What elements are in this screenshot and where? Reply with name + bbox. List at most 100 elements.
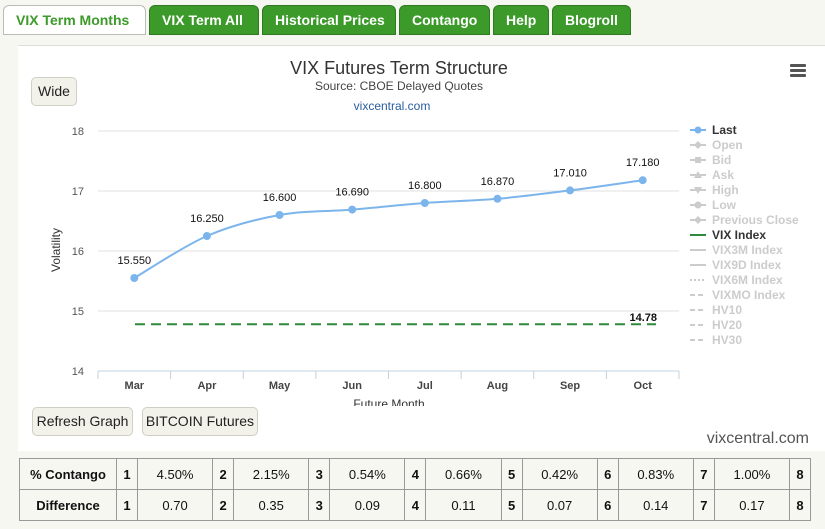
month-index-cell: 1 [116, 458, 138, 490]
tab-vix-term-months[interactable]: VIX Term Months [3, 5, 146, 35]
last-data-label: 16.690 [335, 187, 369, 199]
legend-item[interactable]: Previous Close [690, 213, 799, 227]
term-structure-chart: VIX Futures Term Structure Source: CBOE … [49, 58, 799, 406]
tab-help[interactable]: Help [493, 5, 549, 35]
month-index-cell: 1 [116, 489, 138, 521]
legend-item[interactable]: VIX3M Index [690, 243, 783, 257]
legend-label: Previous Close [712, 213, 799, 227]
value-cell: 0.17 [713, 489, 791, 521]
tab-contango[interactable]: Contango [399, 5, 490, 35]
month-index-cell: 6 [596, 489, 619, 521]
value-cell: 0.07 [521, 489, 598, 521]
legend-label: Open [712, 138, 743, 152]
chart-credit[interactable]: vixcentral.com [354, 99, 431, 113]
legend-label: HV20 [712, 318, 742, 332]
footer-brand[interactable]: vixcentral.com [706, 430, 809, 447]
series-group: 14.78 15.550 16.250 16.600 16.690 16.800 16.87… [117, 157, 660, 326]
legend-label: VIX6M Index [712, 273, 783, 287]
last-data-label: 17.010 [553, 167, 587, 179]
legend-item[interactable]: Low [690, 198, 737, 212]
month-index-cell: 6 [596, 458, 619, 490]
tab-historical-prices[interactable]: Historical Prices [262, 5, 396, 35]
x-tick-label: Oct [634, 380, 653, 392]
value-cell: 1.00% [713, 458, 791, 490]
legend-label: VIX3M Index [712, 243, 783, 257]
legend-item[interactable]: Open [690, 138, 743, 152]
legend-label: Bid [712, 153, 731, 167]
legend-label: VIXMO Index [712, 288, 786, 302]
month-index-cell: 5 [500, 489, 523, 521]
legend-item[interactable]: VIX6M Index [690, 273, 783, 287]
legend-item[interactable]: VIX9D Index [690, 258, 782, 272]
x-tick-label: Apr [197, 380, 217, 392]
value-cell: 0.70 [136, 489, 214, 521]
legend-label: Low [712, 198, 737, 212]
legend-item[interactable]: HV30 [690, 333, 742, 347]
bitcoin-futures-button[interactable]: BITCOIN Futures [142, 407, 258, 436]
hamburger-menu-icon[interactable] [790, 64, 806, 78]
legend-marker [694, 201, 702, 209]
legend-item[interactable]: HV20 [690, 318, 742, 332]
y-tick-label: 18 [72, 126, 84, 138]
legend-item[interactable]: VIXMO Index [690, 288, 786, 302]
legend-label: VIX Index [712, 228, 766, 242]
legend-label: HV30 [712, 333, 742, 347]
month-index-cell: 5 [500, 458, 523, 490]
row-label: % Contango [19, 458, 117, 490]
x-tick-label: Sep [560, 380, 580, 392]
last-data-point [275, 211, 284, 219]
month-index-cell: 8 [789, 458, 811, 490]
chart-panel: Wide VIX Futures Term Structure Source: … [18, 45, 825, 451]
value-cell: 0.66% [425, 458, 502, 490]
tab-blogroll[interactable]: Blogroll [552, 5, 631, 35]
x-axis-title: Future Month [353, 397, 424, 406]
last-data-point [202, 232, 211, 240]
tab-vix-term-all[interactable]: VIX Term All [149, 5, 259, 35]
last-data-label: 17.180 [626, 157, 660, 169]
value-cell: 2.15% [233, 458, 310, 490]
legend-item[interactable]: Ask [690, 168, 734, 182]
last-data-label: 16.800 [408, 180, 442, 192]
last-data-label: 16.250 [190, 213, 224, 225]
legend-label: VIX9D Index [712, 258, 782, 272]
value-cell: 0.35 [233, 489, 310, 521]
last-data-point [348, 205, 357, 214]
last-series-line [133, 179, 643, 279]
value-cell: 0.14 [617, 489, 694, 521]
legend-item[interactable]: Last [690, 123, 737, 137]
wide-button[interactable]: Wide [31, 77, 77, 106]
x-tick-label: Jun [342, 380, 362, 392]
last-data-label: 16.600 [263, 192, 297, 204]
legend-marker [694, 126, 702, 134]
x-tick-label: Mar [125, 380, 145, 392]
legend-label: Ask [712, 168, 734, 182]
month-index-cell: 7 [692, 489, 715, 521]
chart-title: VIX Futures Term Structure [290, 58, 508, 78]
vix-index-label: 14.78 [629, 312, 657, 324]
legend-label: HV10 [712, 303, 742, 317]
last-data-label: 15.550 [117, 255, 151, 267]
month-index-cell: 2 [212, 458, 235, 490]
refresh-graph-button[interactable]: Refresh Graph [32, 407, 133, 436]
x-tick-label: May [269, 380, 291, 392]
legend-item[interactable]: Bid [690, 153, 731, 167]
contango-table: % Contango 1 4.50% 2 2.15% 3 0.54% 4 0.66% 5 0.42%… [19, 458, 811, 521]
tab-bar: VIX Term Months VIX Term All Historical … [0, 0, 825, 40]
month-index-cell: 4 [404, 489, 427, 521]
y-tick-label: 15 [72, 306, 84, 318]
gridlines [98, 130, 679, 372]
legend-item[interactable]: VIX Index [690, 228, 766, 242]
legend-marker [694, 171, 702, 178]
x-tick-label: Jul [417, 380, 433, 392]
month-index-cell: 7 [692, 458, 715, 490]
legend-item[interactable]: High [690, 183, 739, 197]
chart-subtitle: Source: CBOE Delayed Quotes [315, 79, 483, 93]
legend-marker [694, 216, 702, 224]
legend-item[interactable]: HV10 [690, 303, 742, 317]
value-cell: 0.54% [329, 458, 406, 490]
table-row: % Contango 1 4.50% 2 2.15% 3 0.54% 4 0.66% 5 0.42%… [19, 458, 811, 490]
y-tick-label: 16 [72, 246, 84, 258]
y-tick-label: 17 [72, 186, 84, 198]
value-cell: 0.09 [329, 489, 406, 521]
